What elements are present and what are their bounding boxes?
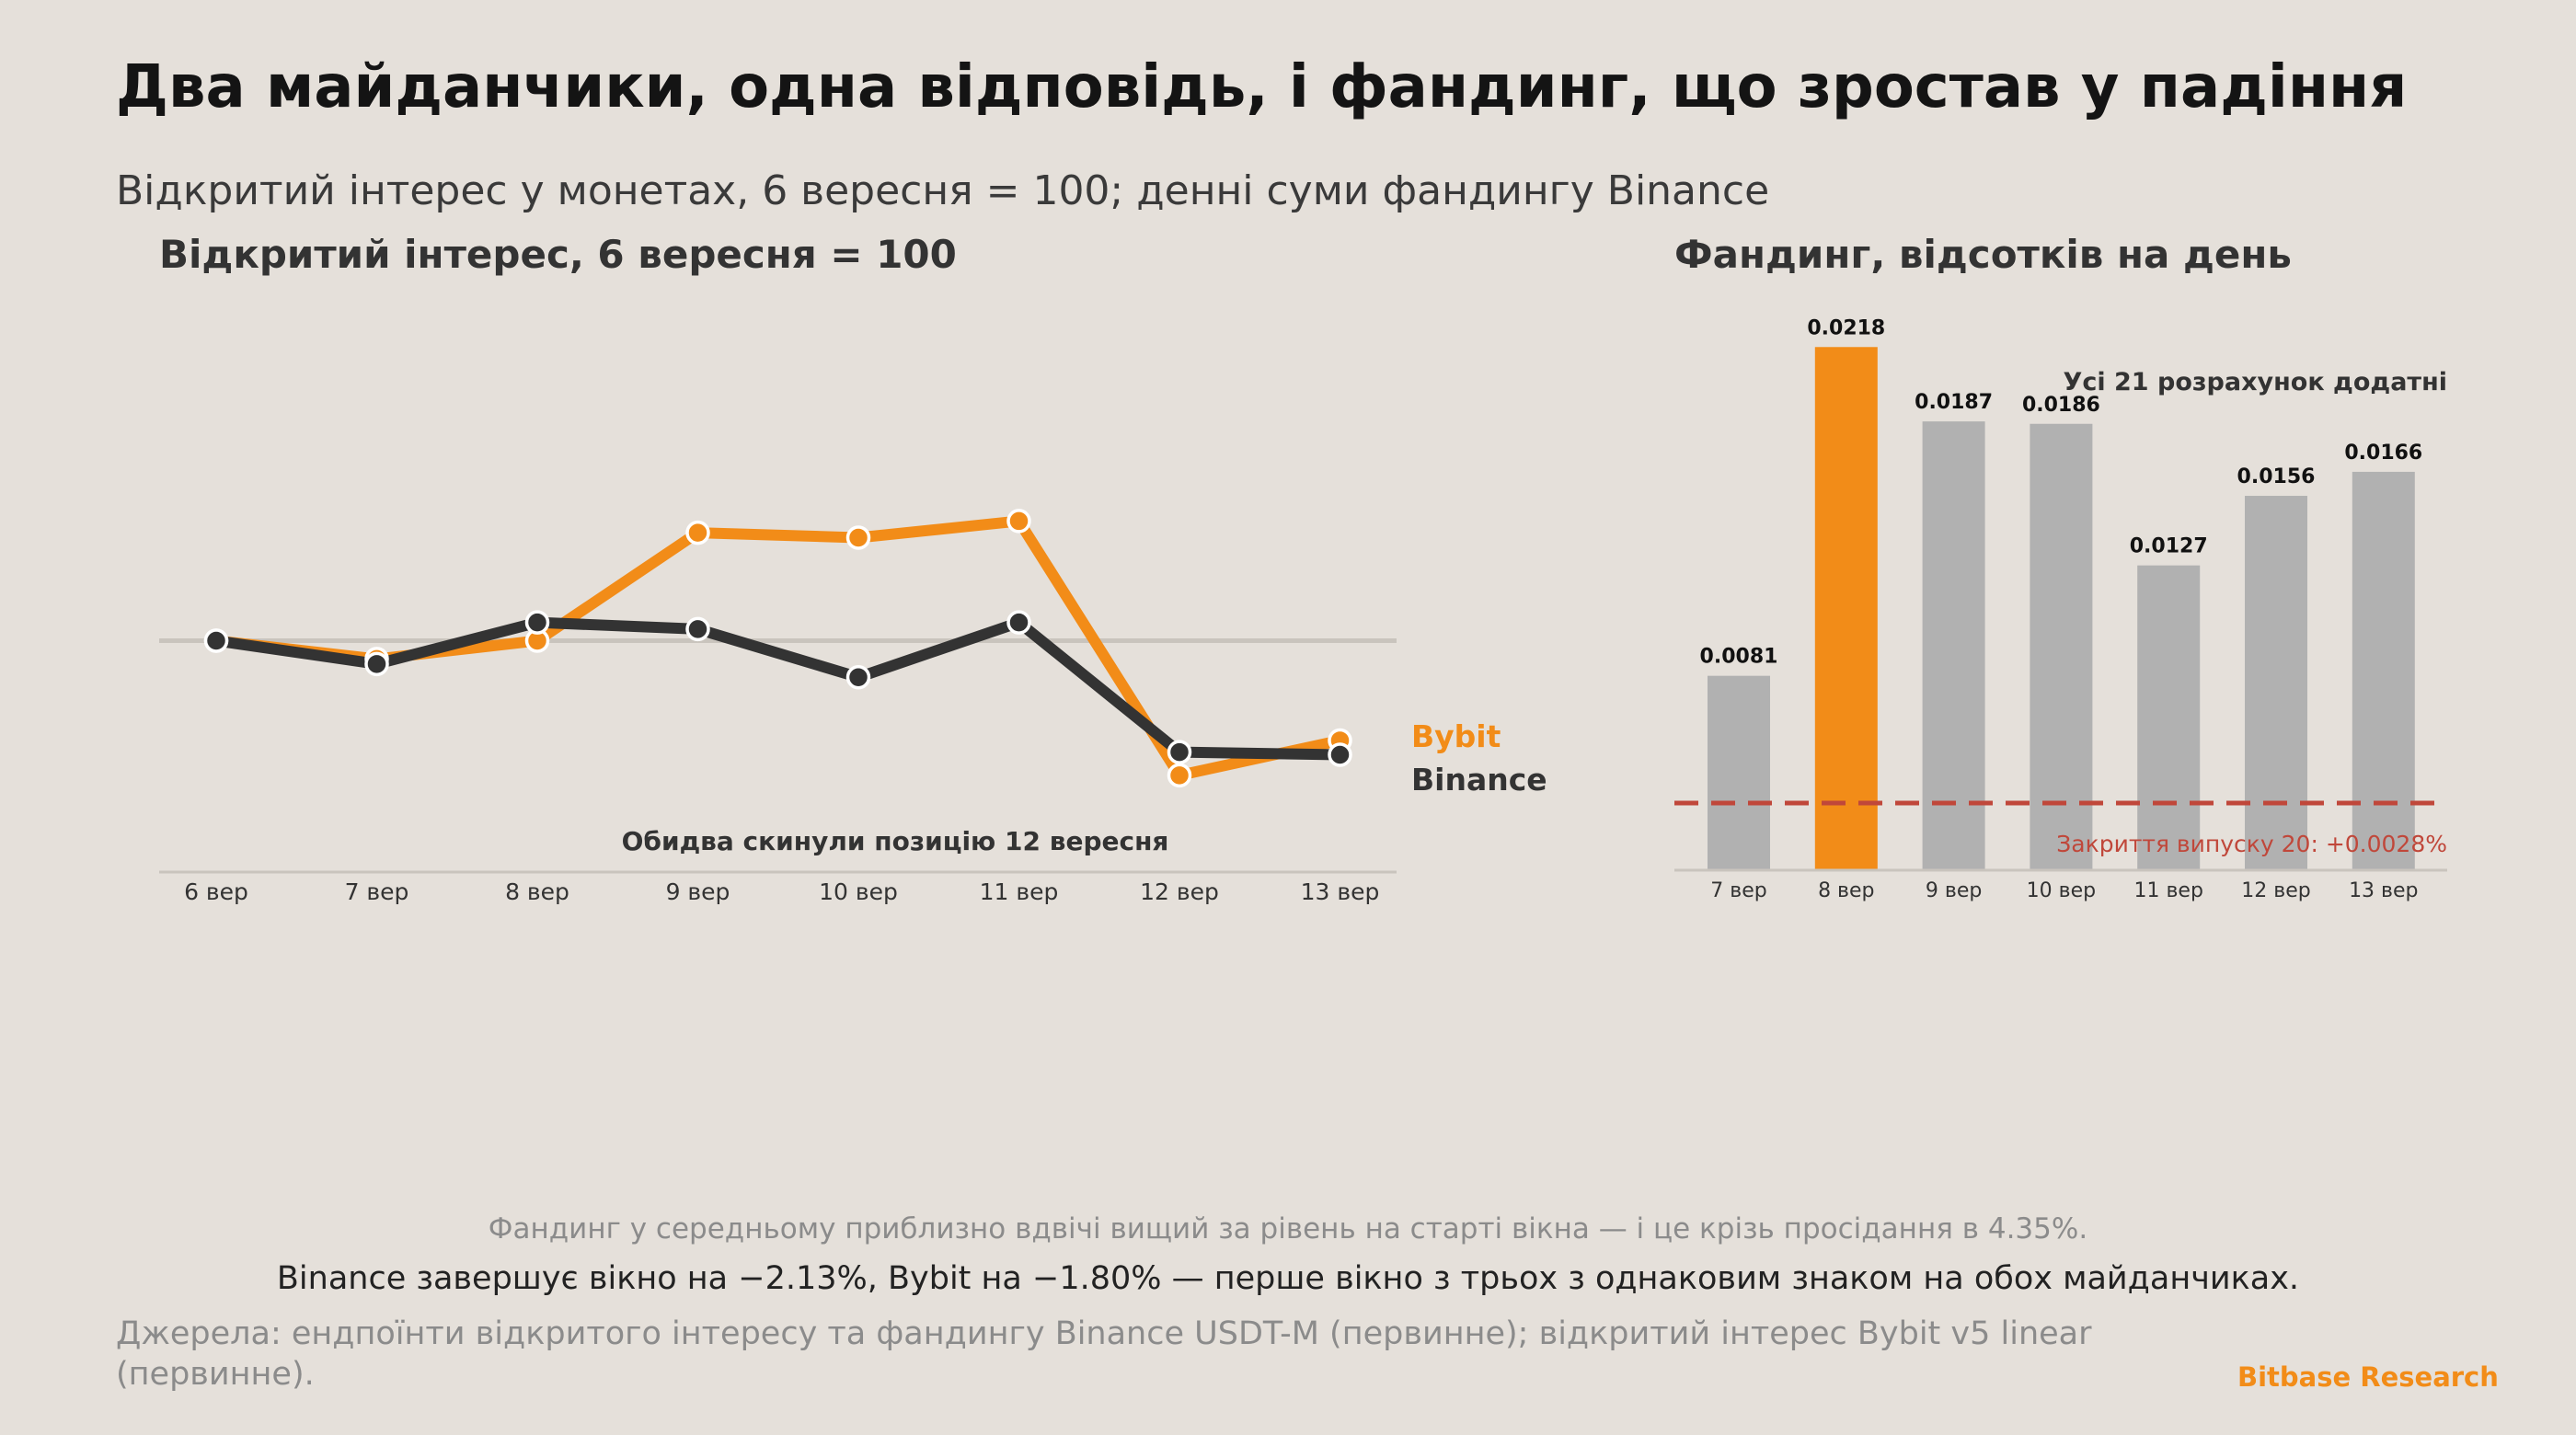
- oi-point-binance: [845, 665, 871, 690]
- oi-x-tick-label: 6 вер: [184, 878, 248, 905]
- oi-point-binance: [1328, 742, 1352, 767]
- oi-annotation: Обидва скинули позицію 12 вересня: [622, 826, 1169, 856]
- funding-bar: [2352, 471, 2415, 870]
- oi-point-binance: [685, 616, 710, 642]
- oi-point-binance: [1006, 610, 1031, 635]
- oi-point-bybit: [845, 525, 871, 550]
- oi-point-binance: [203, 628, 229, 653]
- oi-legend-bybit: Bybit: [1411, 718, 1501, 754]
- oi-point-bybit: [685, 520, 710, 545]
- oi-chart-title: Відкритий інтерес, 6 вересня = 100: [159, 232, 957, 277]
- footnote-funding: Фандинг у середньому приблизно вдвічі ви…: [488, 1212, 2088, 1246]
- page-title: Два майданчики, одна відповідь, і фандин…: [116, 53, 2408, 121]
- oi-x-tick-label: 11 вер: [980, 878, 1059, 905]
- funding-x-tick-label: 12 вер: [2241, 879, 2310, 902]
- oi-point-bybit: [1167, 763, 1192, 788]
- oi-x-tick-label: 7 вер: [345, 878, 409, 905]
- funding-value-label: 0.0187: [1915, 391, 1993, 414]
- funding-x-tick-label: 7 вер: [1710, 879, 1766, 902]
- funding-bar: [1814, 347, 1878, 871]
- funding-x-tick-label: 10 вер: [2027, 879, 2096, 902]
- oi-point-binance: [1167, 740, 1192, 764]
- oi-point-binance: [524, 610, 550, 635]
- funding-value-label: 0.0166: [2344, 442, 2422, 465]
- funding-chart-title: Фандинг, відсотків на день: [1674, 232, 2292, 277]
- brand-logo-text: Bitbase Research: [2237, 1361, 2499, 1393]
- oi-x-tick-label: 10 вер: [819, 878, 898, 905]
- oi-point-bybit: [1006, 509, 1031, 534]
- oi-legend-binance: Binance: [1411, 762, 1547, 798]
- funding-bar-chart: 0.0081 7 вер 0.0218 8 вер 0.0187 9 вер 0.0186 1…: [1674, 316, 2447, 902]
- funding-x-tick-label: 13 вер: [2349, 879, 2418, 902]
- oi-x-tick-label: 8 вер: [505, 878, 569, 905]
- page-subtitle: Відкритий інтерес у монетах, 6 вересня =…: [116, 167, 1770, 214]
- oi-series-line-binance: [211, 616, 1346, 761]
- funding-annotation: Усі 21 розрахунок додатні: [2064, 368, 2447, 396]
- funding-value-label: 0.0156: [2237, 465, 2316, 488]
- footnote-window: Binance завершує вікно на −2.13%, Bybit …: [276, 1260, 2300, 1297]
- funding-bar: [2245, 496, 2307, 870]
- open-interest-line-chart: 6 вер 7 вер 8 вер 9 вер 10 вер 11 вер 12 вер 13…: [159, 509, 1547, 905]
- sources-note: Джерела: ендпоїнти відкритого інтересу т…: [116, 1315, 2092, 1393]
- oi-x-tick-label: 12 вер: [1140, 878, 1219, 905]
- oi-x-tick-label: 13 вер: [1301, 878, 1380, 905]
- funding-value-label: 0.0127: [2130, 535, 2208, 558]
- funding-bar: [2137, 565, 2201, 870]
- funding-bar: [1922, 421, 1985, 870]
- funding-reference-label: Закриття випуску 20: +0.0028%: [2056, 831, 2447, 857]
- funding-x-tick-label: 11 вер: [2133, 879, 2202, 902]
- funding-x-tick-label: 8 вер: [1818, 879, 1874, 902]
- funding-value-label: 0.0186: [2022, 394, 2100, 417]
- oi-point-binance: [364, 651, 389, 677]
- funding-x-tick-label: 9 вер: [1926, 879, 1982, 902]
- funding-value-label: 0.0081: [1700, 646, 1778, 669]
- funding-value-label: 0.0218: [1807, 316, 1885, 339]
- funding-bar: [1708, 675, 1770, 870]
- oi-x-tick-label: 9 вер: [666, 878, 730, 905]
- funding-bar: [2030, 423, 2093, 870]
